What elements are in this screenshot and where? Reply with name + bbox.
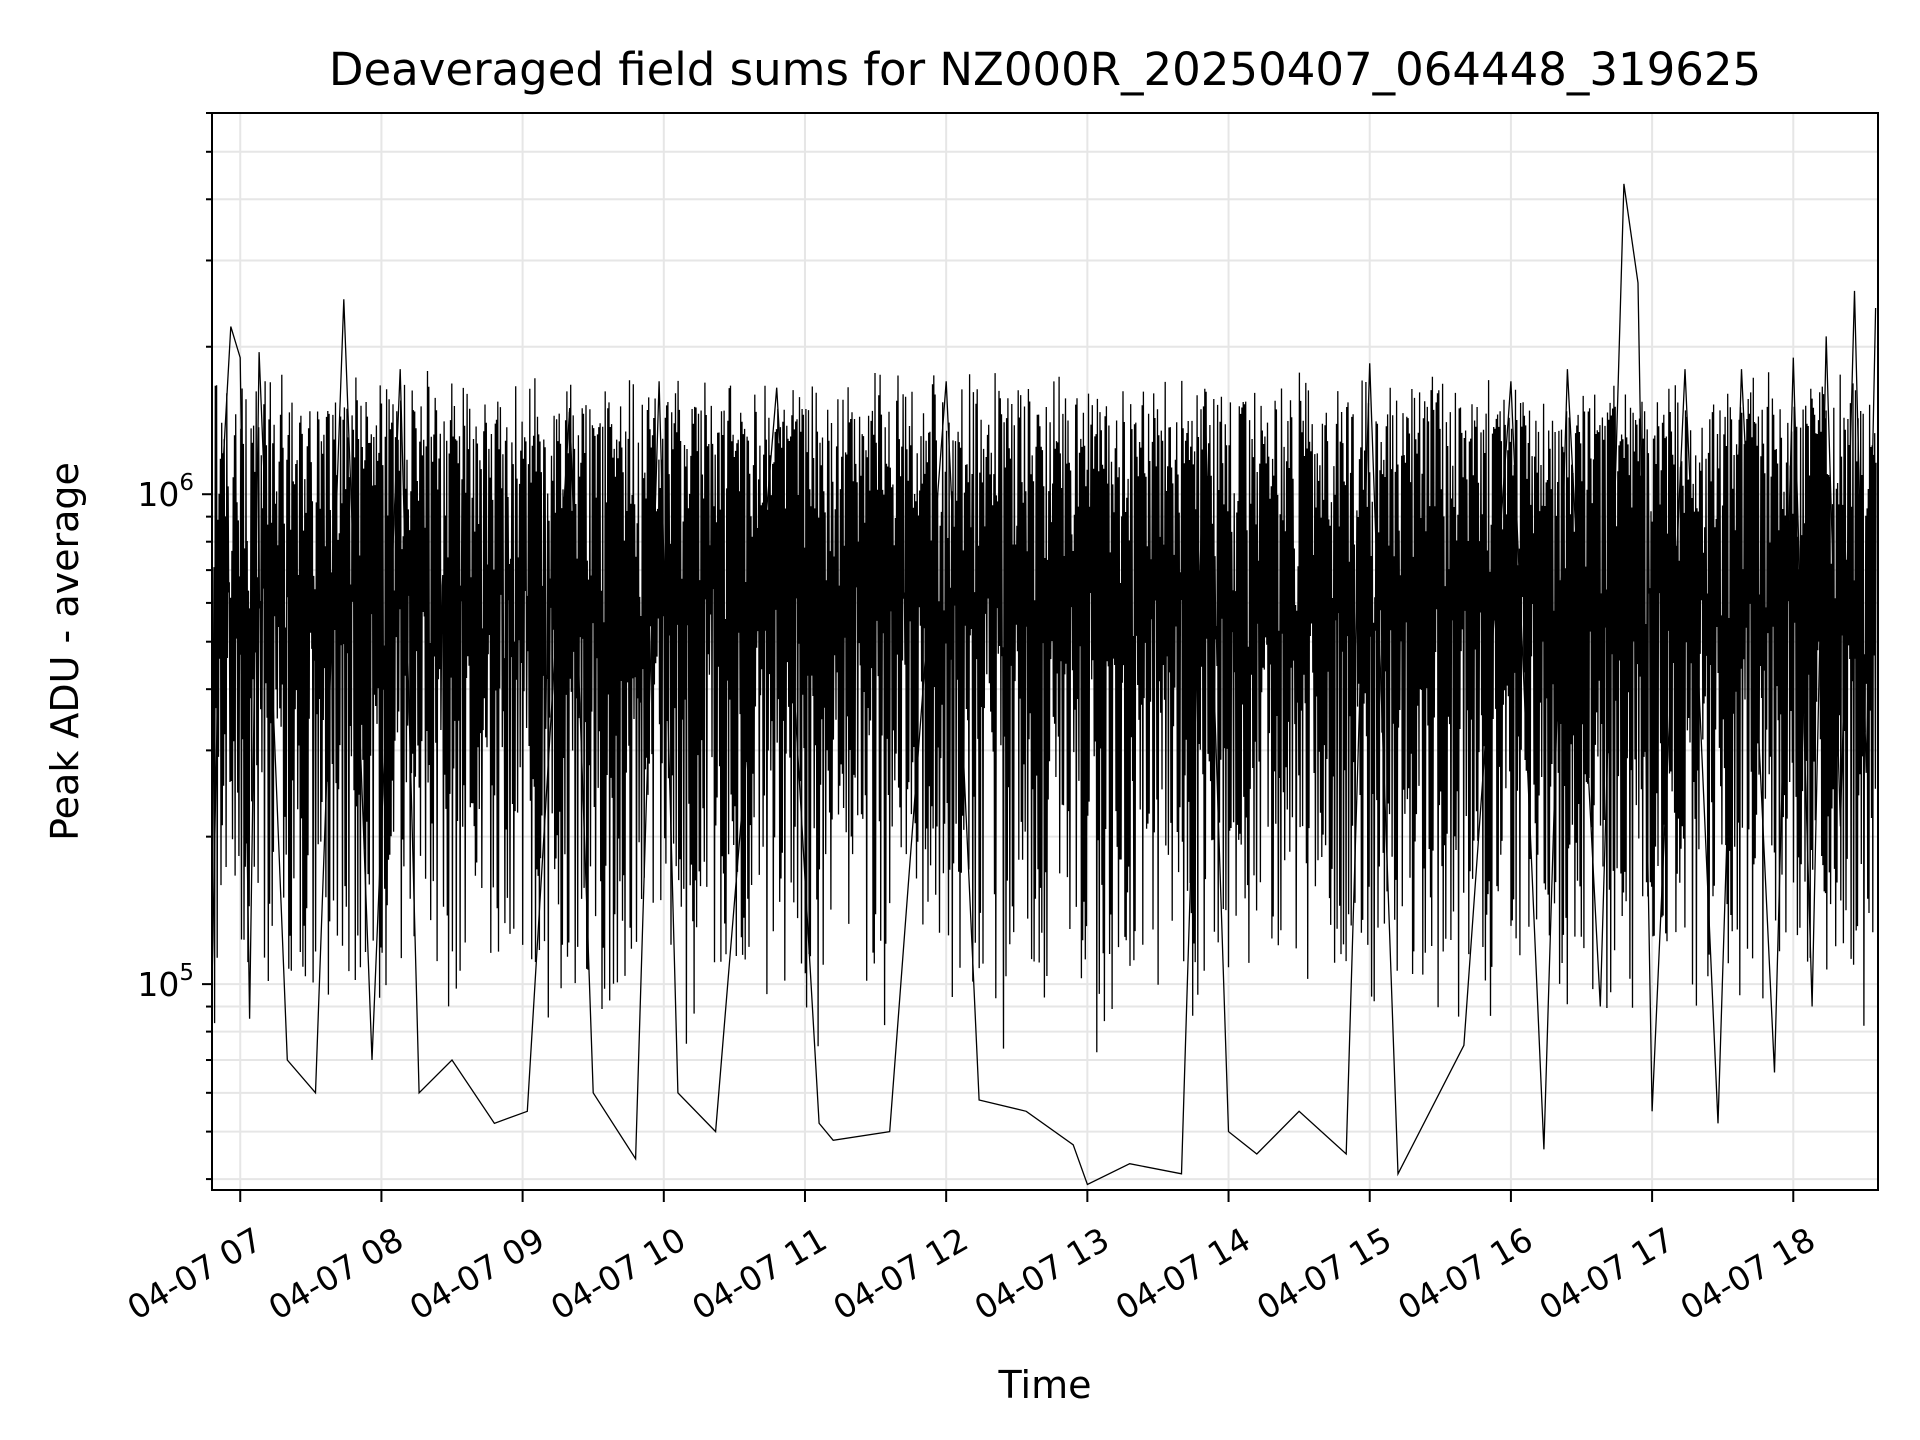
y-tick-label-base: 10 [137, 965, 179, 1004]
y-tick-label: 106 [137, 470, 194, 514]
y-axis-label: Peak ADU - average [43, 462, 87, 841]
x-axis-label: Time [998, 1363, 1092, 1407]
series-line-dense [212, 370, 1877, 1053]
series-line-extremes [212, 183, 1877, 1186]
y-tick-label: 105 [137, 960, 194, 1004]
plot-frame [211, 112, 1879, 1191]
y-tick-label-exponent: 6 [179, 470, 194, 496]
data-layer [212, 183, 1877, 1186]
chart-title: Deaveraged field sums for NZ000R_2025040… [329, 43, 1761, 96]
y-tick-label-exponent: 5 [179, 960, 194, 986]
y-tick-label-base: 10 [137, 475, 179, 514]
